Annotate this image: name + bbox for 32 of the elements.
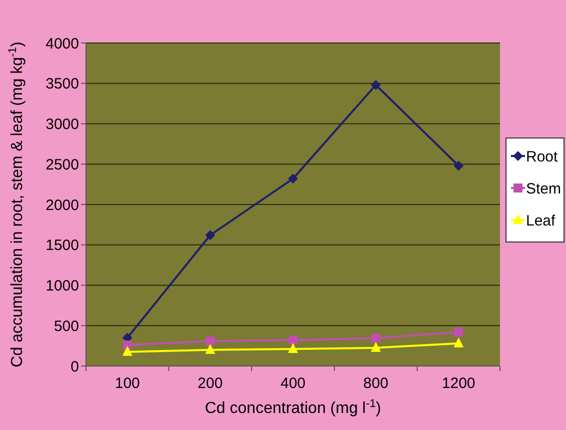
legend-label: Leaf: [526, 212, 556, 230]
x-tick-label: 100: [114, 375, 140, 392]
x-tick-label: 400: [280, 375, 306, 392]
y-tick-label: 3500: [46, 76, 79, 93]
x-tick-label: 200: [198, 375, 223, 392]
x-axis-title: Cd concentration (mg l$^{-1}$): [204, 398, 382, 417]
point: [206, 336, 215, 346]
point: [122, 340, 132, 350]
point: [371, 334, 380, 343]
y-tick-label: 500: [54, 318, 79, 335]
point: [122, 346, 132, 356]
legend-label: Stem: [526, 180, 562, 198]
y-tick-label: 0: [70, 358, 79, 376]
x-tick-label: 800: [363, 375, 388, 392]
point: [205, 230, 216, 240]
x-tick-label: 1200: [442, 375, 476, 392]
y-tick-label: 2000: [46, 196, 79, 214]
point: [205, 344, 216, 354]
point: [288, 336, 298, 345]
y-tick-label: 1000: [46, 278, 79, 294]
point: [370, 342, 381, 352]
y-tick-label: 3000: [46, 116, 79, 133]
legend-label: Root: [526, 148, 559, 166]
y-tick-label: 1500: [46, 237, 79, 254]
y-tick-label: 2500: [46, 156, 79, 174]
point: [288, 343, 298, 354]
point: [370, 80, 381, 90]
point: [454, 160, 464, 171]
point: [454, 337, 464, 348]
y-tick-label: 4000: [46, 35, 79, 52]
point: [288, 174, 298, 184]
point: [454, 328, 464, 337]
